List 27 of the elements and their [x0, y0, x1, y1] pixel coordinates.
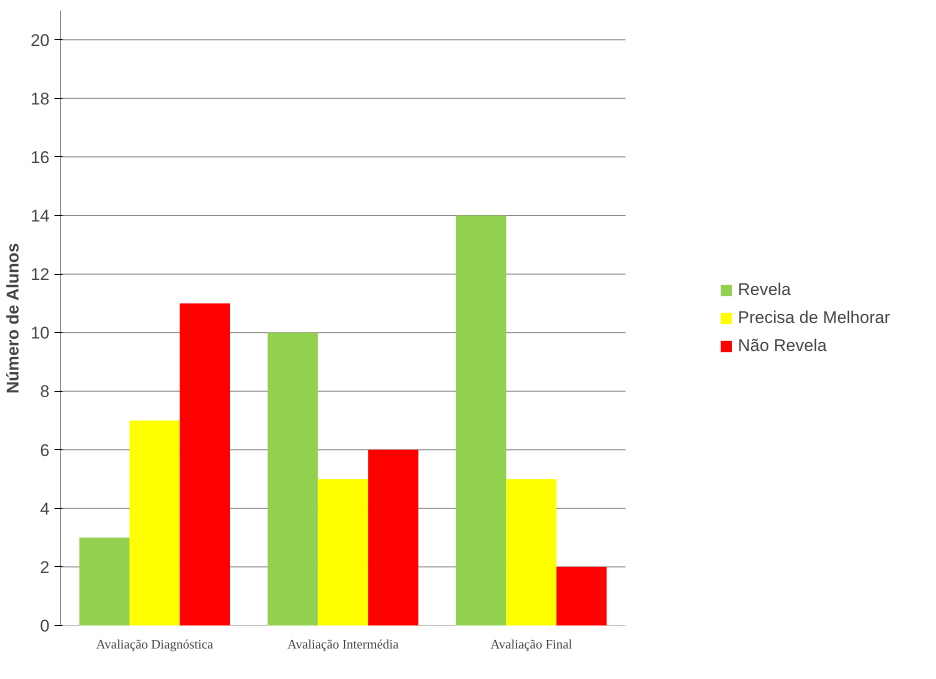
y-tick-label: 18: [30, 89, 50, 108]
bar: [180, 303, 230, 626]
y-tick-label: 16: [30, 148, 50, 167]
y-tick-label: 10: [30, 324, 50, 343]
bar: [556, 566, 607, 626]
y-tick-label: 6: [40, 440, 50, 460]
y-tick-label: 12: [30, 265, 50, 284]
legend-label: Precisa de Melhorar: [738, 308, 890, 328]
y-tick-label: 20: [30, 30, 50, 50]
y-tick-label: 2: [40, 558, 50, 577]
y-tick-label: 8: [40, 382, 50, 402]
bar: [79, 538, 130, 626]
bar: [368, 450, 418, 626]
y-tick-label: 0: [40, 616, 50, 636]
x-tick-label: Avaliação Final: [490, 636, 573, 652]
x-tick-label: Avaliação Diagnóstica: [96, 636, 214, 652]
y-tick-label: 4: [40, 499, 50, 518]
legend-label: Não Revela: [738, 336, 827, 356]
bar: [268, 332, 318, 626]
bar: [130, 420, 180, 626]
bar: [506, 479, 556, 626]
x-tick-label: Avaliação Intermédia: [287, 636, 399, 652]
y-axis-title: Número de Alunos: [4, 243, 23, 394]
bar: [318, 479, 368, 626]
legend-label: Revela: [738, 280, 791, 300]
bar: [456, 216, 506, 626]
y-tick-label: 14: [30, 206, 50, 226]
